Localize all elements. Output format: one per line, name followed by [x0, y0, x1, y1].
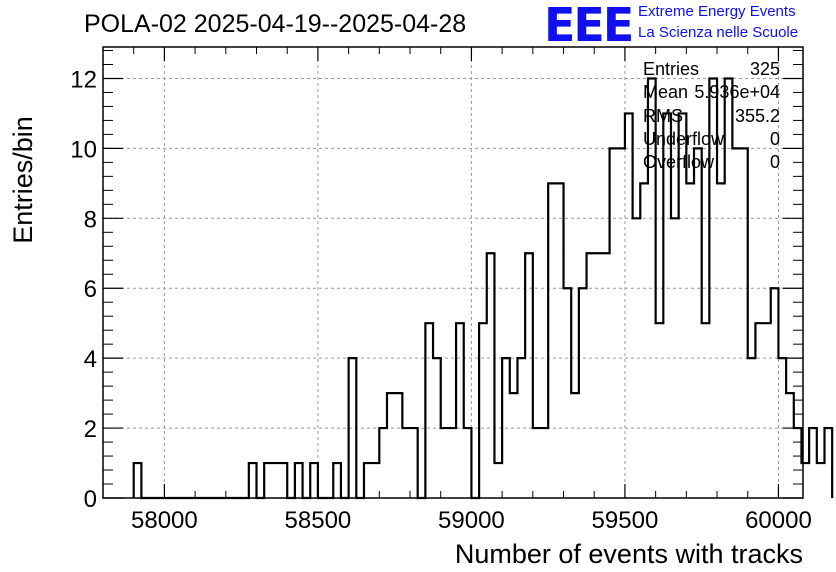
y-tick-label: 0	[84, 486, 97, 513]
y-tick-label: 12	[70, 66, 97, 93]
y-tick-label: 4	[84, 346, 97, 373]
stats-label-rms: RMS	[643, 106, 683, 126]
stats-value-rms: 355.2	[734, 106, 780, 126]
x-tick-label: 60000	[745, 507, 812, 534]
logo-subtitle-line2: La Scienza nelle Scuole	[638, 24, 799, 41]
y-tick-label: 8	[84, 206, 97, 233]
x-tick-label: 58500	[285, 507, 352, 534]
stats-value-overflow: 0	[769, 152, 780, 172]
chart-title: POLA-02 2025-04-19--2025-04-28	[84, 10, 467, 38]
y-tick-label: 2	[84, 416, 97, 443]
stats-value-entries: 325	[749, 59, 780, 79]
plot-background	[103, 47, 803, 498]
tick-labels: 58000 58500 59000 59500 60000 0 2 4 6 8 10 12	[70, 66, 812, 534]
logo-subtitle-line1: Extreme Energy Events	[638, 3, 796, 20]
plot-frame	[102, 46, 804, 499]
x-tick-label: 58000	[131, 507, 198, 534]
y-tick-label: 6	[84, 276, 97, 303]
stats-label-entries: Entries	[643, 59, 700, 79]
stats-label-underflow: Underflow	[643, 129, 725, 149]
stats-value-mean: 5.936e+04	[694, 82, 780, 102]
x-tick-label: 59500	[592, 507, 659, 534]
stats-label-mean: Mean	[643, 82, 689, 102]
x-tick-label: 59000	[438, 507, 505, 534]
stats-value-underflow: 0	[769, 129, 780, 149]
eee-logo: EEE	[544, 0, 634, 52]
x-axis-label: Number of events with tracks	[455, 539, 803, 569]
stats-label-overflow: Overflow	[643, 152, 715, 172]
y-axis-label: Entries/bin	[8, 116, 38, 244]
y-tick-label: 10	[70, 136, 97, 163]
